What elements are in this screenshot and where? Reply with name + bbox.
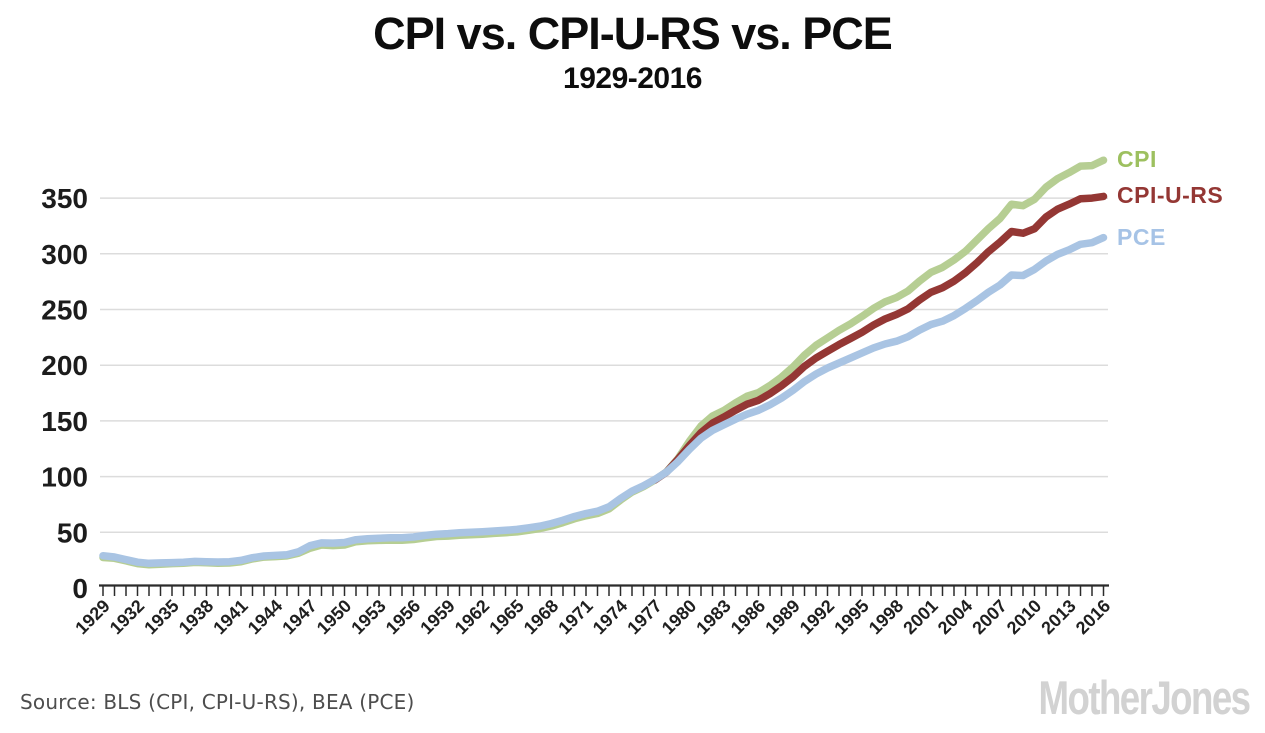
series-line-CPI-U-RS [651,192,1108,484]
chart-subtitle: 1929-2016 [563,62,702,95]
mother-jones-logo: MotherJones [1038,671,1251,724]
y-tick-label-350: 350 [41,183,88,214]
y-tick-label-50: 50 [57,517,88,548]
x-tick-label-2001: 2001 [899,596,941,638]
x-tick-label-1977: 1977 [623,596,665,638]
chart-title: CPI vs. CPI-U-RS vs. PCE [373,8,893,59]
x-tick-label-2010: 2010 [1003,596,1045,638]
x-tick-label-1941: 1941 [209,596,251,638]
x-tick-label-1959: 1959 [416,596,458,638]
x-tick-label-1968: 1968 [520,596,562,638]
source-credit: Source: BLS (CPI, CPI-U-RS), BEA (PCE) [20,690,415,714]
y-tick-label-300: 300 [41,239,88,270]
x-tick-label-2004: 2004 [934,596,976,638]
x-tick-label-2013: 2013 [1037,596,1079,638]
y-tick-label-200: 200 [41,350,88,381]
x-tick-label-1938: 1938 [175,596,217,638]
legend-label-pce: PCE [1117,223,1166,250]
x-tick-label-1962: 1962 [451,596,493,638]
x-tick-label-1986: 1986 [727,596,769,638]
x-tick-label-1953: 1953 [347,596,389,638]
x-tick-label-1971: 1971 [554,596,596,638]
x-tick-label-1947: 1947 [278,596,320,638]
y-tick-label-0: 0 [72,573,88,604]
y-tick-label-150: 150 [41,406,88,437]
legend-label-cpi: CPI [1117,146,1157,173]
series-line-PCE [99,233,1108,568]
y-tick-label-250: 250 [41,295,88,326]
series-line-CPI [99,156,1108,569]
x-tick-label-1950: 1950 [313,596,355,638]
legend-label-cpi-u-rs: CPI-U-RS [1117,182,1224,209]
x-tick-label-1956: 1956 [382,596,424,638]
x-tick-label-1983: 1983 [692,596,734,638]
x-tick-label-1932: 1932 [106,596,148,638]
x-tick-label-1998: 1998 [865,596,907,638]
y-tick-label-100: 100 [41,462,88,493]
x-tick-label-1944: 1944 [244,596,286,638]
x-tick-label-1935: 1935 [140,596,182,638]
x-tick-label-1974: 1974 [589,596,631,638]
x-tick-label-1995: 1995 [830,596,872,638]
x-tick-label-2007: 2007 [968,596,1010,638]
x-tick-label-1965: 1965 [485,596,527,638]
x-tick-label-1992: 1992 [796,596,838,638]
x-tick-label-1989: 1989 [761,596,803,638]
x-tick-label-2016: 2016 [1072,596,1114,638]
x-tick-label-1980: 1980 [658,596,700,638]
